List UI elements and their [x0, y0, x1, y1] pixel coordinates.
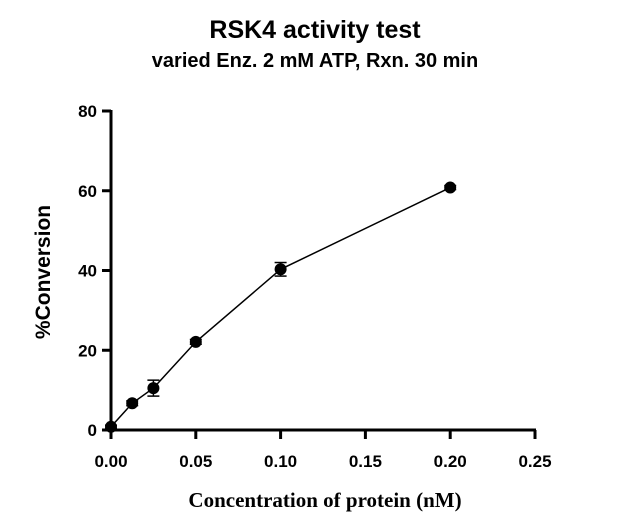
y-tick-label: 40 — [78, 262, 97, 281]
series-line — [110, 186, 451, 428]
data-point — [126, 397, 139, 410]
x-tick-label: 0.05 — [179, 452, 212, 471]
axes — [109, 110, 536, 432]
x-tick-label: 0.20 — [434, 452, 467, 471]
chart-subtitle: varied Enz. 2 mM ATP, Rxn. 30 min — [152, 50, 478, 72]
y-tick-label: 80 — [78, 102, 97, 121]
series-group — [105, 181, 457, 433]
data-point — [189, 335, 202, 348]
x-tick-label: 0.25 — [518, 452, 551, 471]
y-tick-label: 20 — [78, 341, 97, 360]
x-tick-label: 0.10 — [264, 452, 297, 471]
y-tick-label: 0 — [88, 421, 97, 440]
y-axis-label: %Conversion — [32, 205, 55, 339]
y-axis-ticks: 0 20 40 60 80 — [78, 102, 111, 440]
x-tick-label: 0.00 — [94, 452, 127, 471]
data-point — [274, 263, 287, 276]
x-axis-label: Concentration of protein (nM) — [188, 488, 461, 512]
x-tick-label: 0.15 — [349, 452, 382, 471]
y-tick-label: 60 — [78, 182, 97, 201]
data-point — [105, 420, 117, 433]
x-axis-ticks: 0.00 0.05 0.10 0.15 0.20 0.25 — [94, 430, 552, 471]
data-point — [444, 181, 457, 194]
chart-title: RSK4 activity test — [209, 16, 421, 44]
data-point — [147, 382, 160, 395]
